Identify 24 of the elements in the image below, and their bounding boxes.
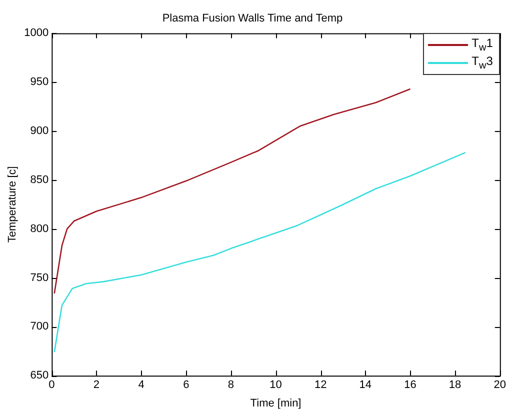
x-tick-label: 10 — [270, 379, 282, 392]
x-tick-label: 6 — [183, 379, 190, 392]
x-tick-label: 16 — [404, 379, 416, 392]
x-tick-label: 2 — [93, 379, 100, 392]
x-tick-label: 18 — [448, 379, 462, 392]
y-tick-label: 950 — [30, 76, 49, 88]
x-axis-title: Time [min] — [250, 397, 302, 410]
y-tick-label: 900 — [30, 125, 49, 138]
x-tick-label: 4 — [138, 379, 144, 392]
y-tick-label: 850 — [30, 174, 49, 186]
x-tick-label: 20 — [494, 379, 506, 392]
y-tick-label: 700 — [30, 320, 49, 333]
y-tick-label: 800 — [30, 222, 49, 235]
y-tick-label: 750 — [30, 272, 49, 284]
x-tick-label: 0 — [48, 379, 55, 392]
legend-label: T$_{w}$1 — [472, 36, 493, 54]
legend-label: T$_{w}$3 — [472, 54, 493, 72]
x-tick-label: 12 — [314, 379, 327, 392]
x-tick-label: 8 — [228, 379, 234, 392]
x-tick-label: 14 — [359, 379, 372, 392]
chart-title: Plasma Fusion Walls Time and Temp — [162, 12, 343, 25]
y-tick-label: 650 — [30, 370, 49, 382]
y-tick-label: 1000 — [24, 27, 49, 40]
y-axis-title: Temperature [c] — [6, 166, 19, 243]
